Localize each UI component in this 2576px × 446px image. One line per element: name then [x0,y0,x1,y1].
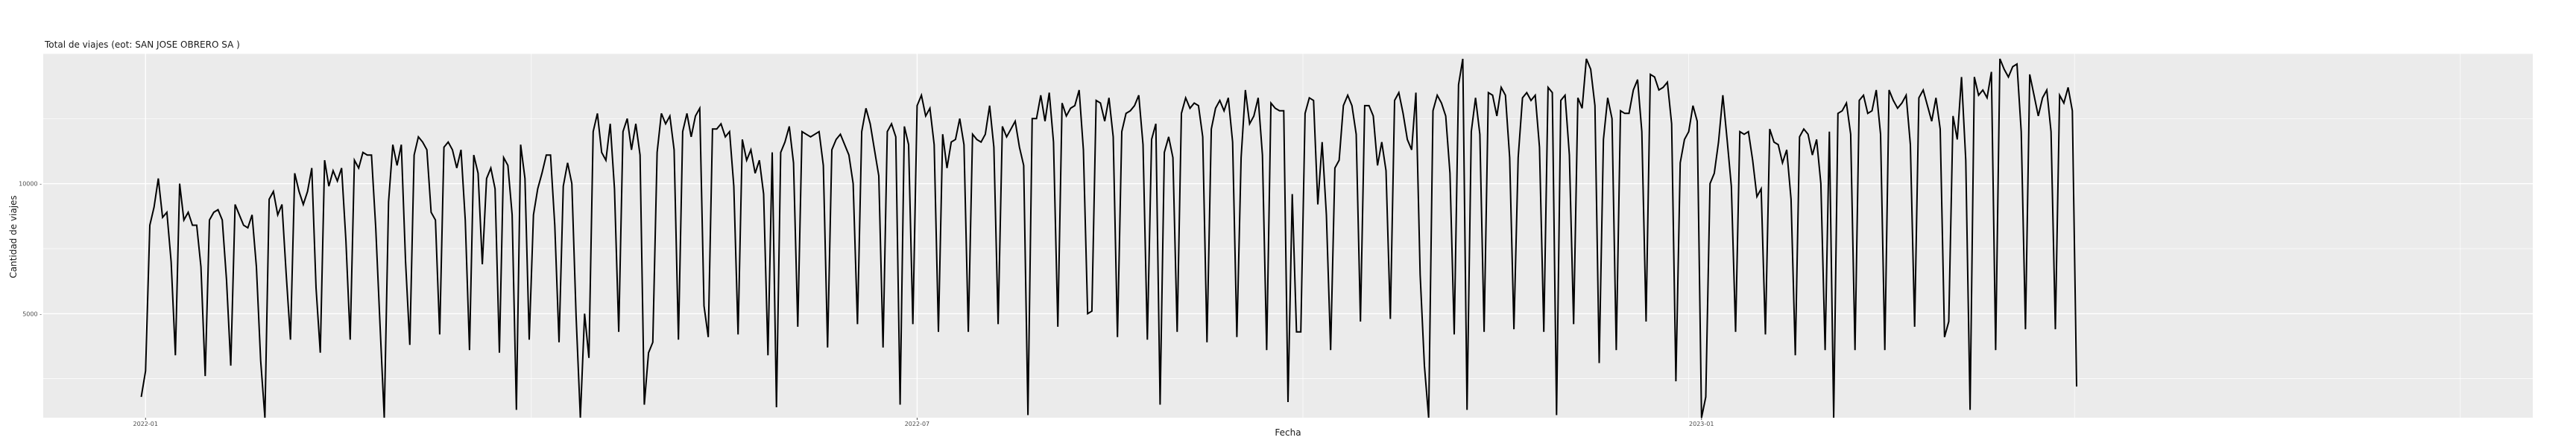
y-axis: 5000 - 10000 - [19,181,42,318]
y-tick-label: 5000 - [22,310,42,317]
x-tick-label: 2023-01 [1689,421,1714,427]
x-tick-label: 2022-07 [905,421,929,427]
chart-title: Total de viajes (eot: SAN JOSE OBRERO SA… [44,39,240,50]
x-axis: 2022-01 2022-07 2023-01 [133,418,1714,427]
x-axis-label: Fecha [1275,427,1301,438]
y-axis-label: Cantidad de viajes [8,195,19,278]
y-tick-label: 10000 - [19,181,42,188]
x-tick-label: 2022-01 [133,421,158,427]
series-layer [140,58,2077,418]
series-line [140,58,2077,418]
